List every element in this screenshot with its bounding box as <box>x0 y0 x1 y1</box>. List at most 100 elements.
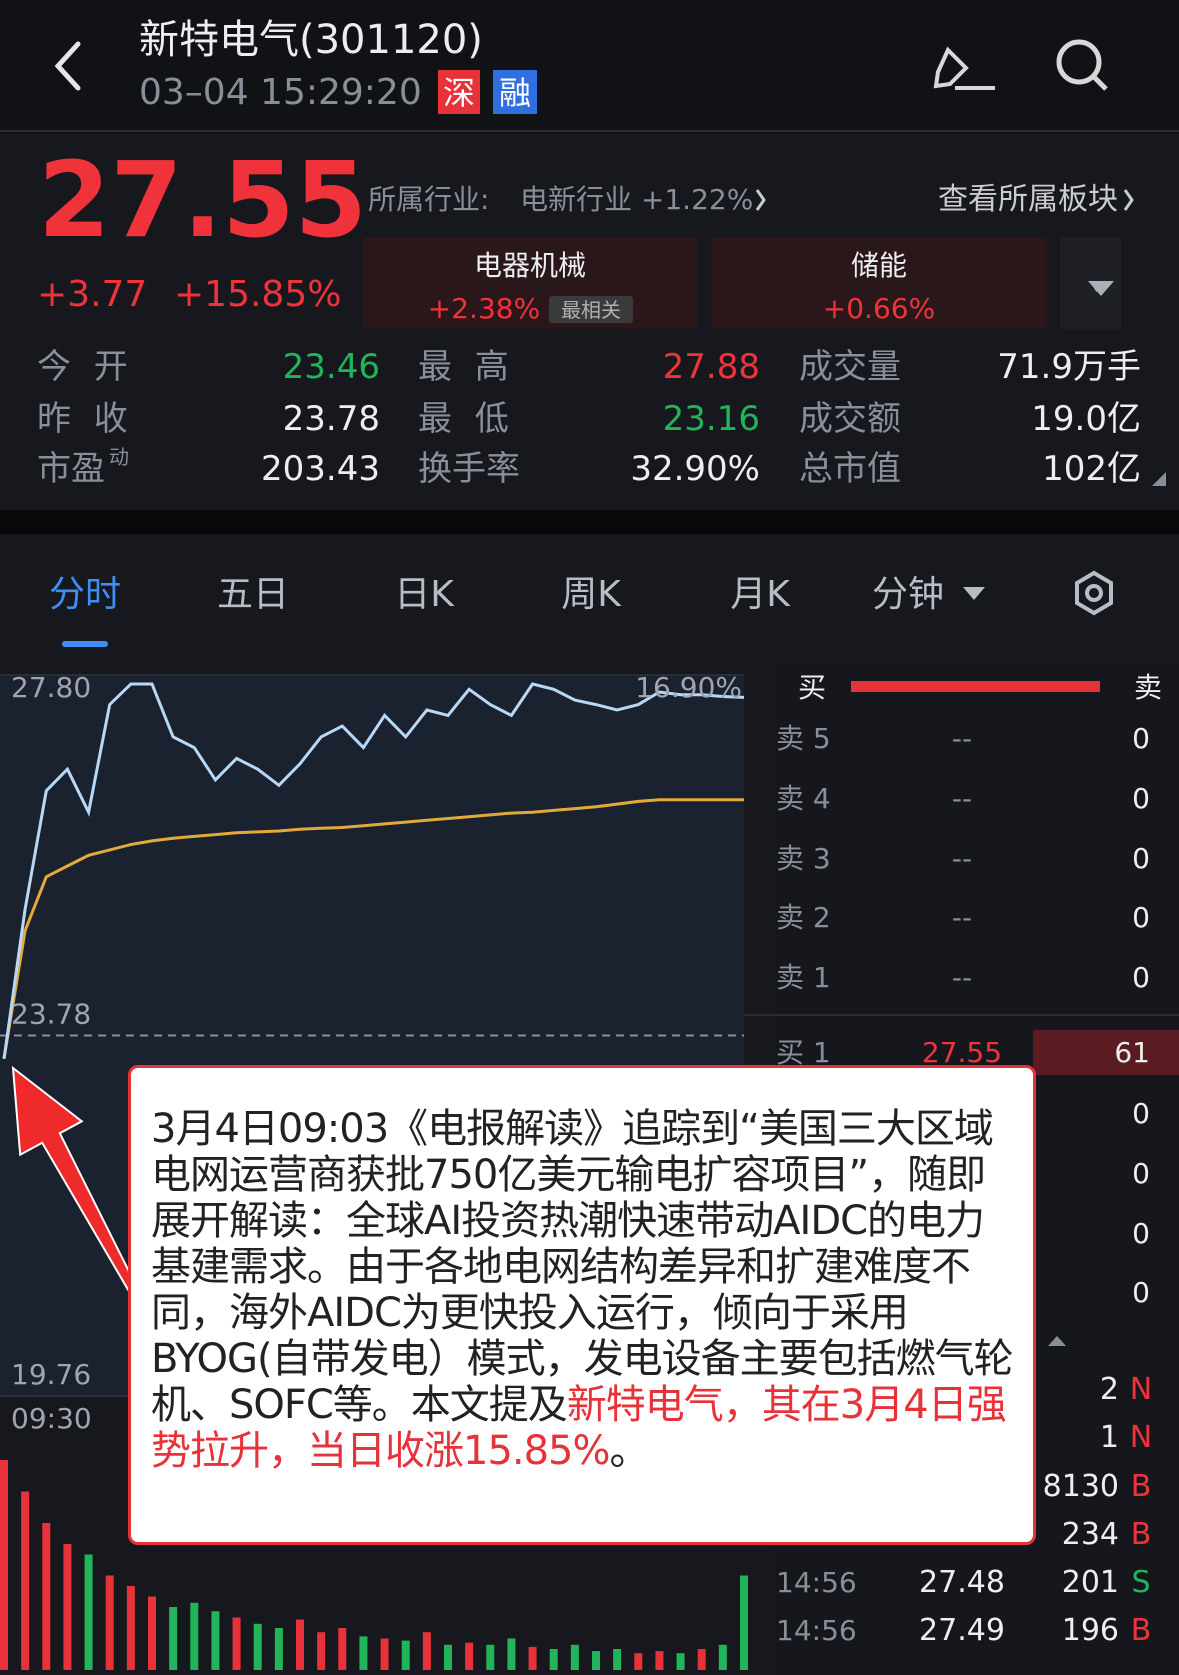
plot-marks <box>0 674 748 1670</box>
price-line <box>2 682 745 1060</box>
badge: 深 <box>443 74 475 112</box>
dropdown-arrow <box>1088 281 1114 296</box>
trade-direction: B <box>1131 1613 1152 1648</box>
callout-text: 3月4日09:03《电报解读》追踪到“美国三大区域电网运营商获批750亿美元输电… <box>151 1106 1014 1428</box>
tab[interactable]: 月K <box>730 574 791 615</box>
badge: 融 <box>499 74 531 112</box>
volume-bar <box>274 1628 283 1670</box>
volume-bar <box>422 1632 431 1670</box>
sector-card[interactable] <box>363 237 697 329</box>
back-button[interactable] <box>54 41 81 91</box>
buy-label: 买 <box>798 671 826 704</box>
buy-sell-ratio-bar <box>851 681 1100 692</box>
trade-volume: 2 <box>1100 1372 1119 1407</box>
volume-bar <box>0 1460 8 1670</box>
volume-bar <box>740 1575 748 1670</box>
expand-icon[interactable] <box>1152 472 1166 486</box>
ask-volume: 0 <box>1132 901 1150 934</box>
avg-line <box>2 798 744 1060</box>
volume-bar <box>359 1636 368 1670</box>
search-button[interactable] <box>1056 39 1108 91</box>
volume-bar <box>465 1642 474 1670</box>
bid-volume-bg <box>1033 1030 1179 1075</box>
ask-price: -- <box>952 722 972 755</box>
stat-label: 市盈 <box>37 449 105 489</box>
ask-label: 卖 4 <box>776 782 831 815</box>
volume-bar <box>21 1491 30 1670</box>
volume-bar <box>338 1628 347 1670</box>
callout-highlight: 新特电气，其在3月4日强势拉升，当日收涨15.85% <box>151 1382 1007 1474</box>
ask-label: 卖 5 <box>776 722 831 755</box>
settings-button[interactable] <box>1075 570 1113 616</box>
stat-label: 昨 收 <box>37 399 134 439</box>
ask-price: -- <box>952 961 972 994</box>
tab[interactable]: 五日 <box>217 574 289 615</box>
trade-volume: 201 <box>1062 1565 1119 1600</box>
volume-bar <box>42 1523 51 1670</box>
volume-bar <box>401 1640 410 1670</box>
trade-time: 14:56 <box>776 1614 857 1647</box>
trade-direction: N <box>1130 1420 1152 1455</box>
stat-value: 71.9万手 <box>997 347 1141 387</box>
trade-volume: 8130 <box>1043 1469 1119 1504</box>
stat-value: 27.88 <box>663 347 760 387</box>
tab[interactable]: 分时 <box>49 574 121 615</box>
trade-price: 27.49 <box>919 1613 1005 1648</box>
volume-bar <box>190 1602 199 1670</box>
volume-bar <box>486 1644 495 1670</box>
ask-price: -- <box>952 782 972 815</box>
tab[interactable]: 分钟 <box>872 574 944 615</box>
trade-volume: 196 <box>1062 1613 1119 1648</box>
volume-bar <box>613 1649 622 1670</box>
volume-bar <box>676 1653 685 1670</box>
volume-bar <box>63 1544 72 1670</box>
stat-value: 23.78 <box>283 399 380 439</box>
trade-price: 27.48 <box>919 1565 1005 1600</box>
volume-bar <box>528 1646 537 1670</box>
search-icon <box>1056 39 1102 85</box>
bid-price: 27.55 <box>922 1036 1002 1069</box>
chevron <box>755 189 766 211</box>
bid-volume: 0 <box>1132 1097 1150 1130</box>
volume-bar <box>232 1617 241 1670</box>
volume-bar <box>253 1623 262 1670</box>
callout: 3月4日09:03《电报解读》追踪到“美国三大区域电网运营商获批750亿美元输电… <box>128 1065 1036 1545</box>
change-pct: +15.85% <box>174 274 341 315</box>
collapse-icon[interactable] <box>1048 1336 1066 1346</box>
sector-card[interactable] <box>712 237 1047 329</box>
sector-name: 储能 <box>851 249 907 282</box>
stat-value: 203.43 <box>261 449 380 489</box>
volume-bar <box>549 1649 558 1670</box>
sector-link[interactable]: 查看所属板块 <box>938 182 1118 217</box>
title: 新特电气(301120) <box>139 17 483 63</box>
sector-change: +0.66% <box>823 292 935 325</box>
y-tick-label: 19.76 <box>11 1358 91 1391</box>
change: +3.77 <box>37 274 147 315</box>
volume-bar <box>84 1554 93 1670</box>
trade-volume: 234 <box>1062 1517 1119 1552</box>
volume-bar <box>507 1638 516 1670</box>
volume-bar <box>655 1651 664 1670</box>
trade-volume: 1 <box>1100 1420 1119 1455</box>
stat-label: 换手率 <box>418 449 520 489</box>
y-tick-label: 27.80 <box>11 671 91 704</box>
chevron <box>1123 189 1134 211</box>
ask-volume: 0 <box>1132 842 1150 875</box>
volume-bar <box>126 1586 135 1670</box>
industry[interactable]: 电新行业 +1.22% <box>520 183 753 216</box>
ask-label: 卖 3 <box>776 842 831 875</box>
tag-bg <box>549 296 633 323</box>
tab[interactable]: 日K <box>394 574 455 615</box>
volume-bar <box>444 1644 452 1670</box>
trade-direction: S <box>1131 1565 1150 1600</box>
stat-value: 32.90% <box>630 449 760 489</box>
volume-bar <box>317 1632 326 1670</box>
badge-bg <box>438 70 480 114</box>
sector-tag: 最相关 <box>561 298 621 322</box>
bid-label: 买 1 <box>776 1036 831 1069</box>
callout-text-end: 。 <box>609 1428 650 1474</box>
edit-button[interactable] <box>933 46 995 90</box>
badge-bg <box>493 70 537 114</box>
tab[interactable]: 周K <box>561 574 622 615</box>
volume-bar <box>570 1644 579 1670</box>
